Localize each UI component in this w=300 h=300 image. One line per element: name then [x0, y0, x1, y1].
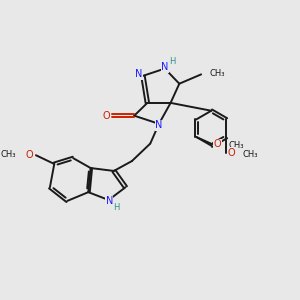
Text: O: O	[26, 150, 33, 160]
Text: O: O	[102, 111, 110, 121]
Text: H: H	[114, 203, 120, 212]
Text: N: N	[155, 120, 163, 130]
Text: O: O	[228, 148, 236, 158]
Text: H: H	[169, 57, 175, 66]
Text: CH₃: CH₃	[229, 141, 244, 150]
Text: CH₃: CH₃	[243, 150, 258, 159]
Text: O: O	[214, 139, 221, 149]
Text: N: N	[106, 196, 113, 206]
Text: N: N	[161, 62, 169, 72]
Text: CH₃: CH₃	[1, 150, 16, 159]
Text: N: N	[135, 69, 142, 80]
Text: CH₃: CH₃	[210, 69, 225, 78]
